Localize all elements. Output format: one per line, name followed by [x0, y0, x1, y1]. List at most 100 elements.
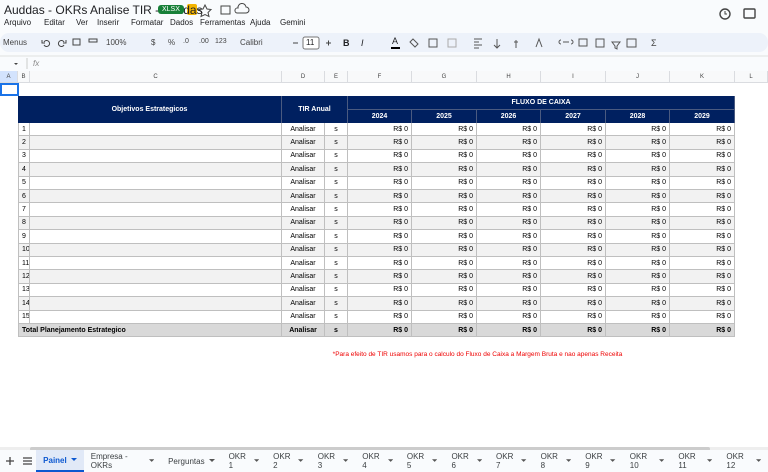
tab-caret[interactable] [343, 459, 348, 463]
tab-caret[interactable] [209, 459, 215, 463]
tab-label: OKR 5 [407, 452, 428, 470]
toolbar-number-format[interactable]: 123 [215, 38, 227, 45]
toolbar-italic[interactable]: I [361, 38, 364, 48]
cash-cell: R$ 0 [541, 123, 606, 136]
all-sheets[interactable] [23, 458, 32, 464]
tab-caret[interactable] [566, 459, 571, 463]
sheet-tab[interactable]: OKR 7 [489, 451, 534, 471]
sheet-tab[interactable]: OKR 2 [266, 451, 311, 471]
cash-cell: R$ 0 [412, 284, 477, 297]
move-icon[interactable] [221, 6, 230, 14]
menu-item[interactable]: Ferramentas [200, 18, 245, 27]
sheet-tab[interactable]: OKR 6 [444, 451, 489, 471]
sheet-tab[interactable]: OKR 9 [578, 451, 623, 471]
unit-cell: s [325, 297, 348, 310]
comments-icon[interactable] [744, 9, 755, 18]
tab-caret[interactable] [388, 459, 393, 463]
cash-cell: R$ 0 [670, 257, 735, 270]
cash-cell: R$ 0 [670, 123, 735, 136]
menu-item[interactable]: Arquivo [4, 18, 31, 27]
cash-cell: R$ 0 [348, 203, 412, 216]
row-number: 9 [18, 230, 30, 243]
tab-controls [2, 454, 36, 468]
cash-cell: R$ 0 [606, 203, 670, 216]
cash-cell: R$ 0 [412, 123, 477, 136]
unit-cell: s [325, 163, 348, 176]
cash-cell: R$ 0 [670, 150, 735, 163]
unit-cell: s [325, 150, 348, 163]
cash-cell: R$ 0 [541, 136, 606, 149]
cash-cell: R$ 0 [541, 297, 606, 310]
sheet-tab[interactable]: OKR 4 [355, 451, 400, 471]
toolbar-font[interactable]: Calibri [240, 38, 263, 47]
sheet-tab[interactable]: OKR 3 [311, 451, 356, 471]
sheet-tab[interactable]: OKR 5 [400, 451, 445, 471]
sheet-tab[interactable]: Perguntas [161, 451, 221, 471]
toolbar-functions[interactable]: Σ [651, 38, 657, 48]
cash-cell: R$ 0 [541, 270, 606, 283]
toolbar-text-color[interactable]: A [392, 36, 398, 46]
sheet-tab[interactable]: OKR 8 [534, 451, 579, 471]
toolbar-currency[interactable]: $ [151, 38, 155, 47]
sheet-tab[interactable]: OKR 11 [671, 451, 719, 471]
column-header: D [282, 71, 325, 83]
toolbar-bold[interactable]: B [343, 38, 350, 48]
tab-caret[interactable] [298, 459, 303, 463]
year-header: 2029 [670, 110, 735, 123]
tab-caret[interactable] [521, 459, 526, 463]
menu-item[interactable]: Dados [170, 18, 193, 27]
caret [707, 459, 712, 462]
cash-cell: R$ 0 [670, 177, 735, 190]
objective-cell [30, 150, 282, 163]
cash-cell: R$ 0 [670, 284, 735, 297]
toolbar-percent[interactable]: % [168, 38, 175, 47]
add-sheet[interactable] [6, 457, 14, 465]
tab-caret[interactable] [477, 459, 482, 463]
menu-item[interactable]: Ver [76, 18, 88, 27]
objective-cell [30, 203, 282, 216]
cash-cell: R$ 0 [412, 217, 477, 230]
cash-cell: R$ 0 [477, 244, 541, 257]
name-box-caret[interactable] [14, 63, 18, 65]
toolbar-font-size[interactable]: 11 [306, 38, 314, 47]
sheet-tab[interactable]: OKR 10 [623, 451, 672, 471]
cash-cell: R$ 0 [606, 123, 670, 136]
column-header: F [348, 71, 412, 83]
caret [477, 459, 482, 462]
tab-caret[interactable] [254, 459, 259, 463]
row-number: 3 [18, 150, 30, 163]
row-number: 13 [18, 284, 30, 297]
tab-caret[interactable] [707, 459, 712, 463]
cloud-icon[interactable] [235, 3, 249, 13]
column-header: L [735, 71, 768, 83]
tab-label: OKR 4 [362, 452, 383, 470]
cash-cell: R$ 0 [348, 257, 412, 270]
tab-caret[interactable] [71, 458, 77, 462]
toolbar-decrease-decimals[interactable]: .0 [183, 38, 189, 45]
menu-item[interactable]: Formatar [131, 18, 163, 27]
cash-cell: R$ 0 [477, 150, 541, 163]
sheet-tab[interactable]: OKR 1 [222, 451, 267, 471]
cash-cell: R$ 0 [348, 190, 412, 203]
toolbar-increase-decimals[interactable]: .00 [199, 38, 209, 45]
menu-item[interactable]: Ajuda [250, 18, 270, 27]
header-irr: TIR Anual [282, 96, 348, 123]
sheet-tab[interactable]: Painel [36, 450, 84, 472]
formula-fx: fx [33, 59, 39, 68]
year-header: 2027 [541, 110, 606, 123]
tab-caret[interactable] [432, 459, 437, 463]
menu-item[interactable]: Gemini [280, 18, 305, 27]
menu-item[interactable]: Inserir [97, 18, 119, 27]
sheet-tab[interactable]: OKR 12 [719, 451, 768, 471]
tab-caret[interactable] [756, 459, 761, 463]
sheet-grid[interactable]: ABCDEFGHIJKLObjetivos EstrategicosTIR An… [0, 71, 768, 447]
tab-caret[interactable] [659, 459, 664, 463]
toolbar-zoom[interactable]: 100% [106, 38, 126, 47]
menu-item[interactable]: Editar [44, 18, 65, 27]
caret [71, 458, 77, 461]
sheet-tab[interactable]: Empresa - OKRs [84, 451, 161, 471]
toolbar-menus[interactable]: Menus [3, 38, 27, 47]
tab-caret[interactable] [610, 459, 615, 463]
tab-caret[interactable] [149, 459, 154, 463]
